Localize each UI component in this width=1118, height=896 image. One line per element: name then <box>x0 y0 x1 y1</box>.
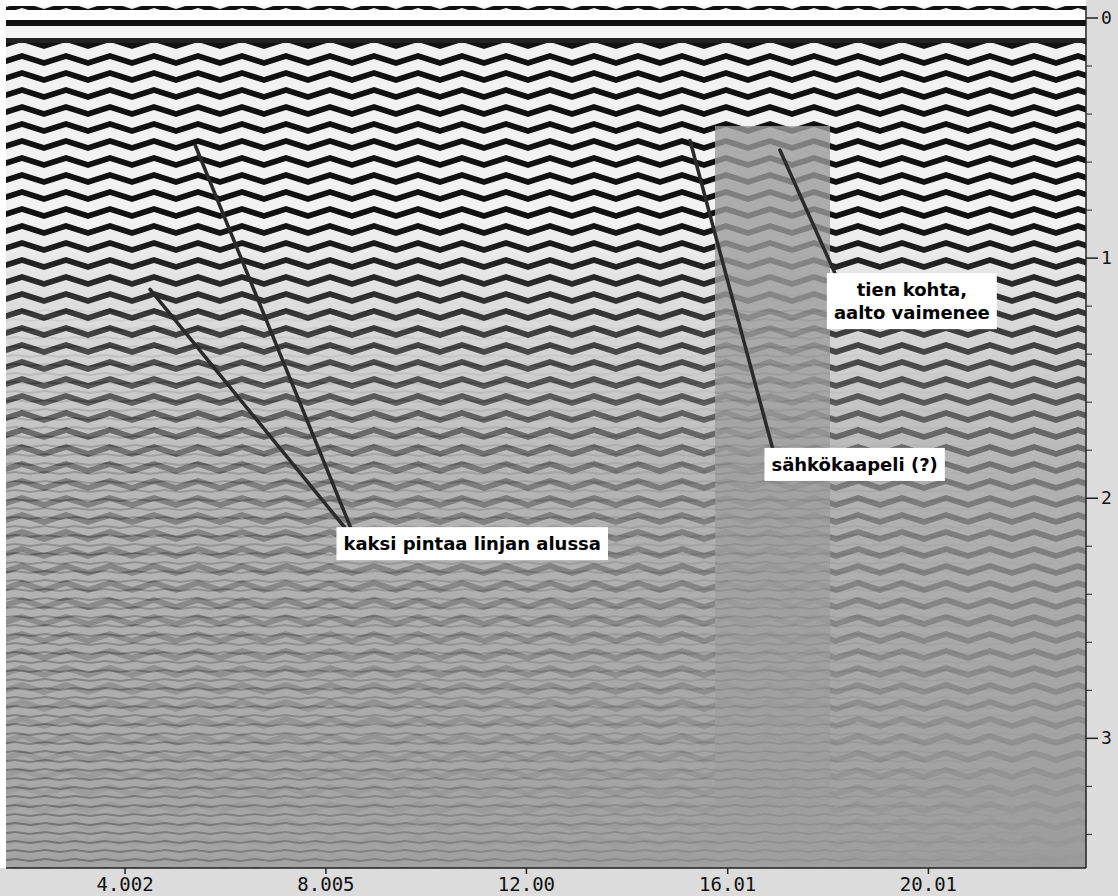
annotation-lines <box>150 140 835 527</box>
y-tick <box>1086 738 1098 740</box>
y-minor-tick <box>1086 162 1092 163</box>
annotation-text: sähkökaapeli (?) <box>771 454 937 475</box>
x-tick-label: 12.00 <box>498 873 555 895</box>
texture <box>6 6 1086 868</box>
y-minor-tick <box>1086 594 1092 595</box>
y-axis-strip <box>1086 0 1118 896</box>
y-minor-tick <box>1086 546 1092 547</box>
x-axis-strip <box>0 868 1118 896</box>
x-tick-label: 4.002 <box>96 873 153 895</box>
y-tick <box>1086 17 1098 19</box>
annotation-line-text: tien kohta, <box>857 279 967 300</box>
y-minor-tick <box>1086 306 1092 307</box>
y-minor-tick <box>1086 114 1092 115</box>
root: 0 1 2 3 4.002 8.005 12.00 16.01 20.01 kaksi pinta… <box>0 0 1118 896</box>
y-tick <box>1086 257 1098 259</box>
plot-area <box>6 6 1086 868</box>
x-tick-label: 16.01 <box>699 873 756 895</box>
background <box>6 6 1086 868</box>
y-tick <box>1086 497 1098 499</box>
y-minor-tick <box>1086 210 1092 211</box>
y-tick-label: 3 <box>1101 727 1112 748</box>
surface-band <box>6 26 1086 38</box>
y-tick-label: 1 <box>1101 247 1112 268</box>
annotation-text: tien kohta,aalto vaimenee <box>834 279 990 323</box>
annotation: tien kohta,aalto vaimenee <box>827 273 997 329</box>
annotation-pointer <box>195 145 350 527</box>
annotation-line-text: sähkökaapeli (?) <box>771 454 937 475</box>
annotation-pointer <box>690 140 772 447</box>
annotation-pointer <box>150 289 344 527</box>
annotation-box <box>764 448 944 481</box>
y-minor-tick <box>1086 786 1092 787</box>
surface-band <box>6 20 1086 26</box>
chart: 0 1 2 3 4.002 8.005 12.00 16.01 20.01 kaksi pinta… <box>0 0 1118 896</box>
annotation-labels: kaksi pintaa linjan alussa sähkökaapeli (… <box>336 273 996 560</box>
y-minor-tick <box>1086 450 1092 451</box>
surface-band <box>6 10 1086 20</box>
surface-band <box>6 38 1086 43</box>
x-axis-line <box>6 867 1086 869</box>
annotation-box <box>336 527 608 560</box>
y-minor-tick <box>1086 66 1092 67</box>
y-minor-tick <box>1086 834 1092 835</box>
annotation: kaksi pintaa linjan alussa <box>336 527 608 560</box>
annotation-line-text: kaksi pintaa linjan alussa <box>343 533 601 554</box>
x-tick-label: 20.01 <box>900 873 957 895</box>
annotation-box <box>827 273 997 329</box>
y-minor-tick <box>1086 642 1092 643</box>
annotation-pointer <box>780 150 835 273</box>
annotation-text: kaksi pintaa linjan alussa <box>343 533 601 554</box>
annotation: sähkökaapeli (?) <box>764 448 944 481</box>
x-tick-label: 8.005 <box>297 873 354 895</box>
y-tick-label: 0 <box>1101 7 1112 28</box>
y-minor-tick <box>1086 690 1092 691</box>
y-tick-label: 2 <box>1101 487 1112 508</box>
annotation-line-text: aalto vaimenee <box>834 302 990 323</box>
y-minor-tick <box>1086 402 1092 403</box>
y-minor-tick <box>1086 354 1092 355</box>
